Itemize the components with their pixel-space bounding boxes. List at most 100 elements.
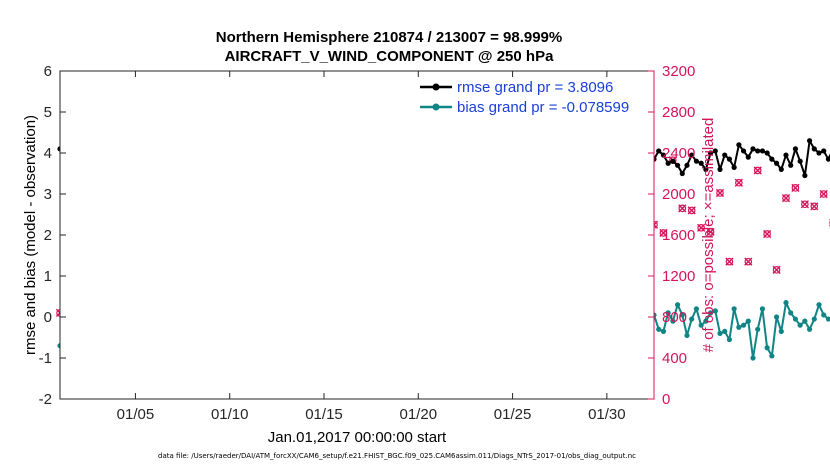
bias-point [731,306,737,312]
obs-possible-marker [744,257,753,266]
rmse-point [778,166,784,172]
obs-assimilated-marker [715,188,725,198]
bias-point [693,306,700,312]
obs-count-point [753,166,762,175]
bias-point [755,326,761,332]
rmse-point [816,150,822,156]
rmse-point [693,158,700,164]
rmse-point [745,154,751,160]
data-file-footnote: data file: /Users/raeder/DAI/ATM_forcXX/… [158,452,636,460]
rmse-point [722,152,728,158]
obs-assimilated-marker [753,166,762,175]
bias-point [712,308,718,314]
y-axis-label-right: # of obs: o=possible; ×=assimilated [700,118,717,353]
bias-point [825,316,830,322]
rmse-point [773,160,780,166]
obs-count-point [772,265,781,274]
obs-count-point [810,202,819,211]
obs-assimilated-marker [744,257,753,266]
obs-possible-marker [687,206,696,215]
y-right-tick-label: 2800 [662,104,695,121]
obs-assimilated-marker [678,204,687,213]
bias-point [674,302,681,308]
bias-point [811,316,817,322]
rmse-point [698,160,704,166]
bias-point [788,310,794,316]
rmse-point [802,172,808,179]
obs-assimilated-marker [781,194,791,203]
rmse-point [684,162,690,168]
obs-assimilated-marker [734,178,743,187]
obs-possible-marker [697,224,705,232]
y-left-tick-label: 4 [44,145,52,162]
obs-count-point [706,227,715,237]
rmse-point [740,148,747,154]
obs-assimilated-marker [763,229,772,239]
rmse-point [821,148,827,154]
rmse-point [825,156,830,162]
obs-assimilated-marker [772,265,781,274]
obs-possible-marker [735,178,743,187]
bias-point [797,322,803,328]
plot-frame [59,70,655,400]
obs-count-point [800,200,809,209]
bias-point [722,328,728,334]
legend-bias-swatch-marker [432,103,440,111]
obs-possible-marker [753,166,762,175]
rmse-point [792,146,799,152]
axes: -2 -1 0 1 2 3 4 5 6 0 400 800 1200 1600 2000 2400 2800 32… [39,63,696,423]
obs-possible-marker [763,230,771,238]
bias-point [656,326,662,332]
rmse-point [712,148,718,154]
obs-possible-marker [659,229,668,237]
rmse-point [764,150,770,156]
obs-possible-marker [716,189,724,197]
y-right-tick-label: 2000 [662,186,695,203]
rmse-point [670,158,676,164]
bias-point [750,355,756,361]
obs-assimilated-marker [706,227,715,237]
obs-assimilated-marker [791,183,800,192]
obs-count-point [659,228,668,238]
obs-possible-marker [791,184,800,192]
y-left-tick-label: 1 [44,268,52,285]
bias-point [783,300,789,306]
rmse-point [755,148,761,154]
y-right-tick-label: 400 [662,350,687,367]
rmse-point [783,152,789,158]
obs-assimilated-marker [697,223,706,232]
bias-point [707,310,714,316]
obs-assimilated-marker [725,257,734,266]
obs-count-point [763,229,772,239]
rmse-point [679,170,685,177]
bias-point [717,330,723,336]
bias-point [792,316,799,322]
legend-rmse-label: rmse grand pr = 3.8096 [457,79,613,96]
rmse-point [806,138,813,144]
bias-point [736,324,742,330]
obs-count-point [687,206,696,215]
rmse-point [811,146,817,152]
rmse-point [703,166,709,172]
rmse-point [736,142,742,148]
bias-point [816,302,822,308]
bias-point [740,322,747,328]
bias-point [684,332,690,339]
x-axis-label: Jan.01,2017 00:00:00 start [268,429,447,446]
legend-rmse-swatch-marker [432,83,440,91]
obs-possible-marker [772,266,781,274]
bias-point [703,318,709,324]
y-left-tick-label: -2 [39,391,52,408]
bias-point [689,316,695,322]
obs-possible-marker [801,200,809,209]
rmse-point [797,158,803,164]
y-axis-label-left: rmse and bias (model - observation) [22,115,39,355]
bias-point [745,318,751,324]
bias-point [821,312,827,318]
bias-point [764,345,770,351]
x-tick-label: 01/25 [494,406,532,423]
obs-count-point [781,194,791,203]
rmse-point [660,152,667,158]
bias-point [665,310,671,316]
